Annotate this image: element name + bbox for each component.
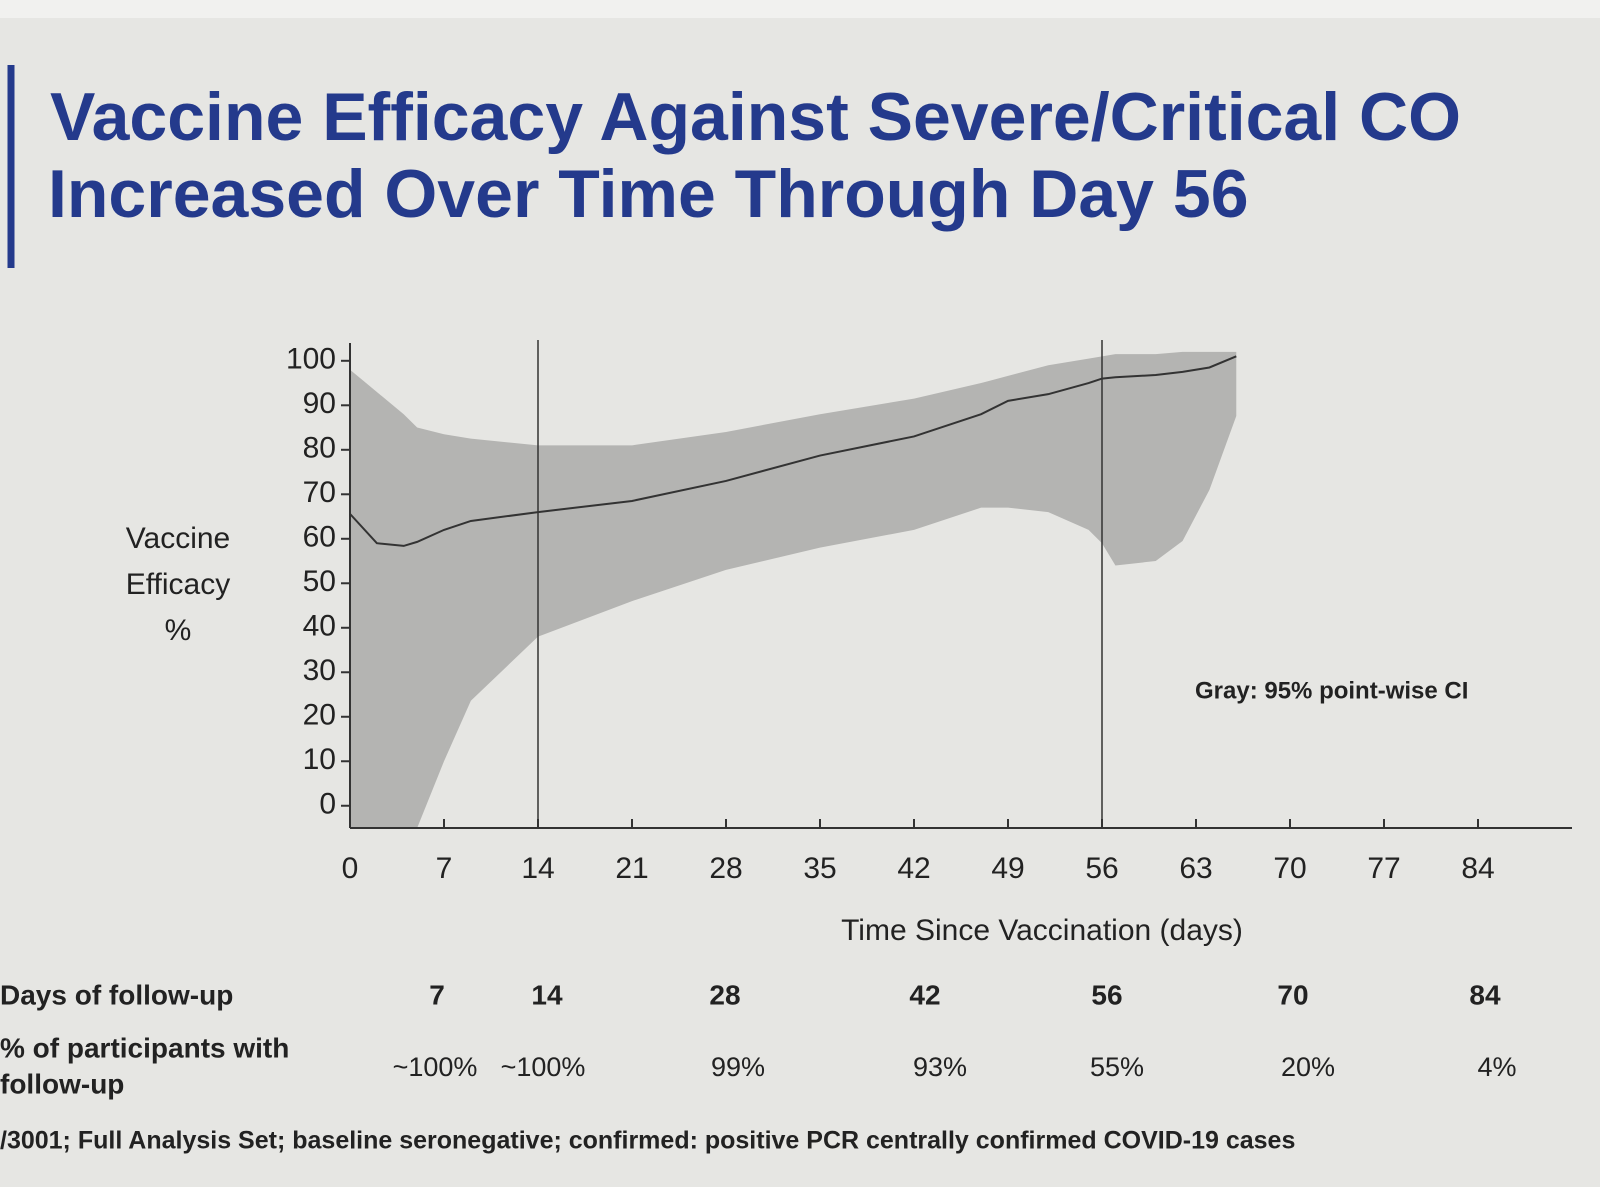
y-axis-label: Efficacy [126, 568, 231, 601]
percent-cell: 93% [913, 1052, 967, 1082]
y-tick-label: 10 [303, 743, 336, 776]
x-tick-label: 63 [1179, 852, 1212, 885]
x-tick-label: 84 [1461, 852, 1494, 885]
efficacy-line [349, 355, 1237, 547]
footnote: /3001; Full Analysis Set; baseline seron… [0, 1127, 1295, 1155]
x-tick-label: 49 [991, 852, 1024, 885]
y-tick-label: 30 [303, 654, 336, 687]
y-axis-label: % [165, 614, 192, 647]
x-tick-label: 7 [436, 852, 453, 885]
x-tick-label: 56 [1085, 852, 1118, 885]
days-cell: 84 [1469, 979, 1501, 1010]
percent-cell: ~100% [501, 1052, 586, 1082]
days-cell: 28 [709, 979, 740, 1010]
days-cell: 42 [909, 979, 940, 1010]
y-tick-label: 90 [303, 387, 336, 420]
y-tick-label: 50 [303, 565, 336, 598]
x-tick-label: 21 [615, 852, 648, 885]
ci-band [350, 351, 1237, 828]
title-line: Increased Over Time Through Day 56 [48, 156, 1249, 232]
percent-cell: 55% [1090, 1052, 1144, 1082]
x-tick-label: 77 [1367, 852, 1400, 885]
x-tick-label: 0 [342, 852, 359, 885]
row-label: % of participants with [0, 1032, 289, 1063]
percent-cell: 4% [1477, 1052, 1516, 1082]
y-tick-label: 70 [303, 476, 336, 509]
days-cell: 7 [429, 979, 445, 1010]
days-cell: 14 [531, 979, 563, 1010]
days-cell: 56 [1091, 979, 1122, 1010]
y-tick-label: 80 [303, 432, 336, 465]
y-tick-label: 0 [319, 788, 336, 821]
y-tick-label: 40 [303, 610, 336, 643]
percent-cell: ~100% [393, 1052, 478, 1082]
x-axis-label: Time Since Vaccination (days) [841, 914, 1243, 947]
y-tick-label: 100 [286, 343, 336, 376]
browser-strip [0, 0, 1600, 18]
row-label: Days of follow-up [0, 979, 233, 1010]
days-cell: 70 [1277, 979, 1308, 1010]
x-tick-label: 28 [709, 852, 742, 885]
y-tick-label: 20 [303, 699, 336, 732]
row-label: follow-up [0, 1068, 124, 1099]
x-tick-label: 42 [897, 852, 930, 885]
percent-cell: 20% [1281, 1052, 1335, 1082]
y-axis-label: Vaccine [126, 522, 231, 555]
x-tick-label: 14 [521, 852, 554, 885]
x-tick-label: 70 [1273, 852, 1306, 885]
x-tick-label: 35 [803, 852, 836, 885]
annotation: Gray: 95% point-wise CI [1195, 677, 1468, 704]
y-tick-label: 60 [303, 521, 336, 554]
title-line: Vaccine Efficacy Against Severe/Critical… [50, 79, 1461, 155]
percent-cell: 99% [711, 1052, 765, 1082]
